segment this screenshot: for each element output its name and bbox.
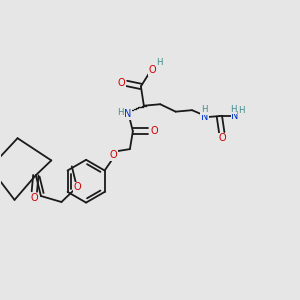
- Text: H: H: [201, 105, 208, 114]
- Text: H: H: [238, 106, 244, 115]
- Text: O: O: [110, 150, 117, 160]
- Text: H: H: [156, 58, 163, 67]
- Text: O: O: [31, 193, 38, 203]
- Text: O: O: [218, 134, 226, 143]
- Text: O: O: [151, 126, 158, 136]
- Text: N: N: [124, 109, 131, 119]
- Text: O: O: [149, 65, 157, 75]
- Text: H: H: [230, 105, 236, 114]
- Text: H: H: [117, 108, 124, 117]
- Text: N: N: [201, 112, 208, 122]
- Text: N: N: [231, 111, 238, 121]
- Text: O: O: [73, 182, 81, 192]
- Text: O: O: [118, 78, 125, 88]
